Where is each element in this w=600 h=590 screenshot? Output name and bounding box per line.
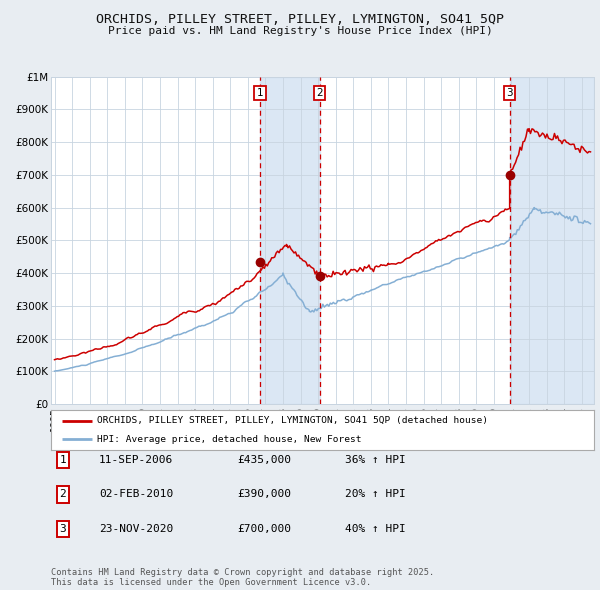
Text: 3: 3: [59, 524, 67, 533]
Text: Price paid vs. HM Land Registry's House Price Index (HPI): Price paid vs. HM Land Registry's House …: [107, 26, 493, 36]
Text: 02-FEB-2010: 02-FEB-2010: [99, 490, 173, 499]
Text: 36% ↑ HPI: 36% ↑ HPI: [345, 455, 406, 465]
Text: HPI: Average price, detached house, New Forest: HPI: Average price, detached house, New …: [97, 435, 362, 444]
Text: 23-NOV-2020: 23-NOV-2020: [99, 524, 173, 533]
Bar: [509, 77, 594, 404]
Text: Contains HM Land Registry data © Crown copyright and database right 2025.
This d: Contains HM Land Registry data © Crown c…: [51, 568, 434, 587]
Text: ORCHIDS, PILLEY STREET, PILLEY, LYMINGTON, SO41 5QP: ORCHIDS, PILLEY STREET, PILLEY, LYMINGTO…: [96, 13, 504, 26]
Bar: [260, 77, 320, 404]
Text: 3: 3: [506, 88, 513, 98]
Text: £390,000: £390,000: [237, 490, 291, 499]
Text: ORCHIDS, PILLEY STREET, PILLEY, LYMINGTON, SO41 5QP (detached house): ORCHIDS, PILLEY STREET, PILLEY, LYMINGTO…: [97, 417, 488, 425]
Text: £700,000: £700,000: [237, 524, 291, 533]
Text: 1: 1: [257, 88, 263, 98]
Text: £435,000: £435,000: [237, 455, 291, 465]
Text: 2: 2: [59, 490, 67, 499]
Text: 1: 1: [59, 455, 67, 465]
Text: 20% ↑ HPI: 20% ↑ HPI: [345, 490, 406, 499]
Text: 11-SEP-2006: 11-SEP-2006: [99, 455, 173, 465]
Text: 2: 2: [316, 88, 323, 98]
Text: 40% ↑ HPI: 40% ↑ HPI: [345, 524, 406, 533]
